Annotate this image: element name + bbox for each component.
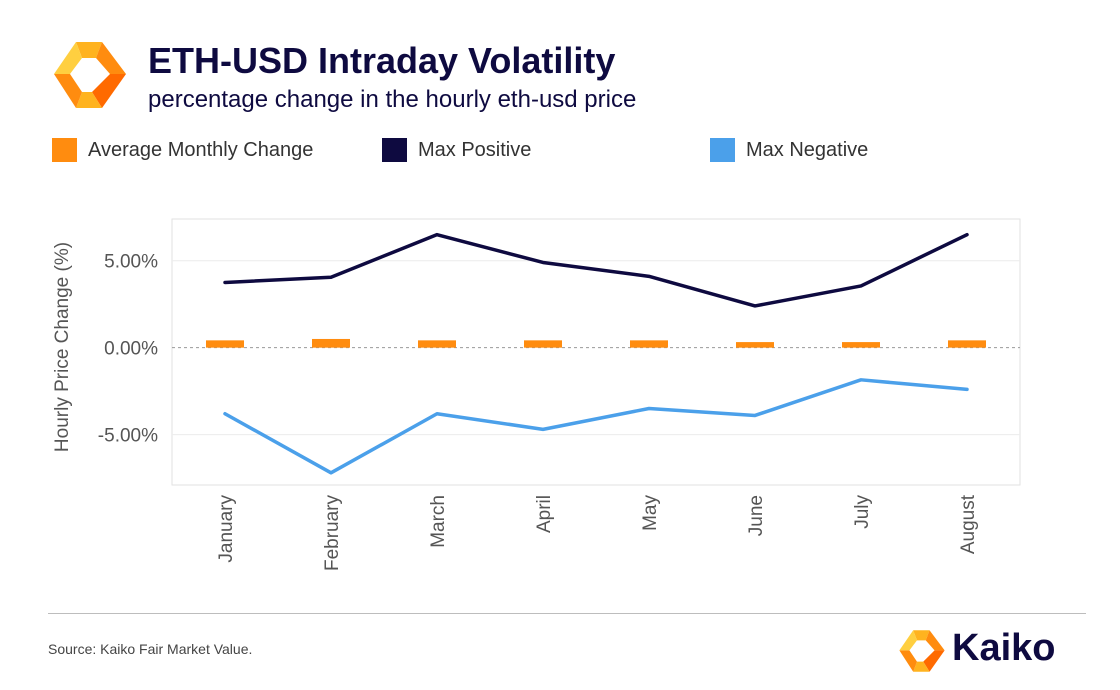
legend-swatch-max-positive xyxy=(382,138,407,162)
x-tick-label: July xyxy=(852,495,873,529)
legend-swatch-average xyxy=(52,138,77,162)
brand-name: Kaiko xyxy=(952,627,1056,669)
x-tick-label: August xyxy=(958,494,979,554)
bar-average-monthly-change xyxy=(206,340,244,348)
source-note: Source: Kaiko Fair Market Value. xyxy=(48,641,253,657)
y-tick-label: 0.00% xyxy=(104,339,158,360)
x-tick-label: March xyxy=(428,495,449,548)
legend-label-max-negative: Max Negative xyxy=(746,138,869,161)
bar-average-monthly-change xyxy=(842,342,880,348)
bar-average-monthly-change xyxy=(312,338,350,348)
gridlines xyxy=(172,260,1020,436)
line-max-negative xyxy=(223,378,969,475)
y-axis-title: Hourly Price Change (%) xyxy=(52,242,73,452)
bar-average-monthly-change xyxy=(736,342,774,348)
legend-swatch-max-negative xyxy=(710,138,735,162)
bar-average-monthly-change xyxy=(630,340,668,348)
x-tick-label: February xyxy=(322,495,343,572)
legend-label-max-positive: Max Positive xyxy=(418,138,532,161)
bar-average-monthly-change xyxy=(948,340,986,348)
x-tick-label: April xyxy=(534,495,555,533)
legend-item-average: Average Monthly Change xyxy=(52,138,313,162)
legend-label-average: Average Monthly Change xyxy=(88,138,314,161)
chart: 5.00% 0.00% -5.00% January February March Apr… xyxy=(52,218,1021,571)
y-tick-labels: 5.00% 0.00% -5.00% xyxy=(98,252,158,447)
footer-divider xyxy=(48,613,1086,614)
y-tick-label: 5.00% xyxy=(104,252,158,273)
series-lines xyxy=(223,232,969,475)
x-tick-labels: January February March April May June July Augu… xyxy=(216,494,979,571)
plot-frame xyxy=(171,218,1021,486)
chart-title: ETH-USD Intraday Volatility xyxy=(148,40,616,81)
x-tick-label: June xyxy=(746,495,767,536)
bar-average-monthly-change xyxy=(418,340,456,348)
bar-average-monthly-change xyxy=(524,340,562,348)
legend-item-max-negative: Max Negative xyxy=(710,138,868,162)
chart-subtitle: percentage change in the hourly eth-usd … xyxy=(148,86,637,113)
x-tick-label: May xyxy=(640,495,661,531)
legend-item-max-positive: Max Positive xyxy=(382,138,531,162)
kaiko-logo-icon xyxy=(54,42,126,108)
brand: Kaiko xyxy=(898,627,1068,673)
kaiko-logo-icon xyxy=(899,630,945,672)
legend: Average Monthly Change Max Positive Max … xyxy=(52,138,952,168)
line-max-positive xyxy=(223,232,969,308)
x-tick-label: January xyxy=(216,495,237,563)
y-tick-label: -5.00% xyxy=(98,426,158,447)
average-monthly-change-bars xyxy=(206,338,986,348)
